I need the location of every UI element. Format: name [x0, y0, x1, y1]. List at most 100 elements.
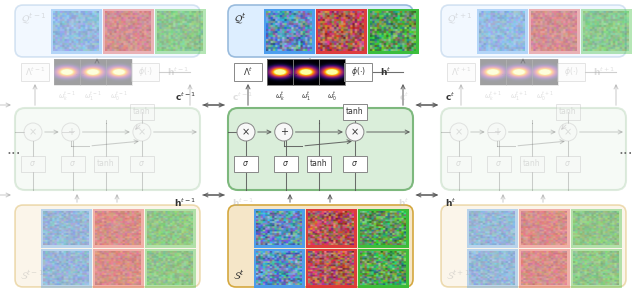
- Text: ...: ...: [619, 142, 634, 157]
- FancyBboxPatch shape: [441, 108, 626, 190]
- Text: $\mathcal{Q}^{t}$: $\mathcal{Q}^{t}$: [234, 11, 247, 26]
- Text: +: +: [280, 127, 288, 137]
- Text: $\omega_{1}^{t+1}$: $\omega_{1}^{t+1}$: [510, 89, 528, 102]
- Text: $\omega_{k}^{t-1}$: $\omega_{k}^{t-1}$: [58, 89, 76, 102]
- Text: $\mathbf{h}^{t-1}$: $\mathbf{h}^{t-1}$: [232, 197, 254, 209]
- Text: $\mathcal{S}^{t-1}$: $\mathcal{S}^{t-1}$: [20, 268, 44, 282]
- FancyBboxPatch shape: [487, 156, 511, 172]
- Text: $\sigma$: $\sigma$: [351, 159, 358, 168]
- FancyBboxPatch shape: [15, 108, 200, 190]
- FancyBboxPatch shape: [93, 208, 143, 248]
- FancyBboxPatch shape: [40, 248, 92, 288]
- FancyBboxPatch shape: [447, 63, 475, 81]
- Text: $\mathcal{S}^{t}$: $\mathcal{S}^{t}$: [233, 268, 244, 282]
- FancyBboxPatch shape: [556, 104, 580, 120]
- Circle shape: [275, 123, 292, 141]
- FancyBboxPatch shape: [367, 8, 419, 53]
- Text: $\mathcal{Q}^{t-1}$: $\mathcal{Q}^{t-1}$: [21, 11, 47, 26]
- Text: +: +: [67, 127, 75, 137]
- Text: $\mathbf{h}^{t}$: $\mathbf{h}^{t}$: [445, 197, 456, 209]
- Text: $\mathbf{h}^{t+1}$: $\mathbf{h}^{t+1}$: [593, 66, 615, 78]
- FancyBboxPatch shape: [447, 156, 471, 172]
- FancyBboxPatch shape: [274, 156, 298, 172]
- Text: +: +: [493, 127, 500, 137]
- FancyBboxPatch shape: [61, 156, 85, 172]
- Text: $\mathbf{h}^{t-1}$: $\mathbf{h}^{t-1}$: [174, 197, 196, 209]
- Text: $\omega_{0}^{t}$: $\omega_{0}^{t}$: [327, 89, 337, 102]
- FancyBboxPatch shape: [344, 63, 372, 81]
- Text: $\sigma$: $\sigma$: [243, 159, 250, 168]
- FancyBboxPatch shape: [358, 208, 408, 248]
- Circle shape: [237, 123, 255, 141]
- FancyBboxPatch shape: [529, 8, 579, 53]
- Text: ...: ...: [287, 67, 298, 77]
- FancyBboxPatch shape: [305, 208, 356, 248]
- FancyBboxPatch shape: [467, 208, 518, 248]
- FancyBboxPatch shape: [264, 8, 314, 53]
- FancyBboxPatch shape: [358, 248, 408, 288]
- FancyBboxPatch shape: [557, 63, 585, 81]
- Circle shape: [450, 123, 468, 141]
- Text: $\mathcal{S}^{t+1}$: $\mathcal{S}^{t+1}$: [446, 268, 470, 282]
- FancyBboxPatch shape: [15, 5, 200, 57]
- Text: $\sigma$: $\sigma$: [29, 159, 36, 168]
- FancyBboxPatch shape: [130, 104, 154, 120]
- Text: $\sigma$: $\sigma$: [282, 159, 289, 168]
- FancyBboxPatch shape: [253, 248, 305, 288]
- Text: $\sigma$: $\sigma$: [138, 159, 145, 168]
- Circle shape: [346, 123, 364, 141]
- FancyBboxPatch shape: [316, 8, 367, 53]
- Text: $\omega_{0}^{t-1}$: $\omega_{0}^{t-1}$: [110, 89, 128, 102]
- FancyBboxPatch shape: [441, 5, 626, 57]
- Circle shape: [488, 123, 506, 141]
- FancyBboxPatch shape: [570, 248, 621, 288]
- Text: $\mathcal{Q}^{t+1}$: $\mathcal{Q}^{t+1}$: [447, 11, 472, 26]
- Text: tanh: tanh: [97, 159, 115, 168]
- FancyBboxPatch shape: [520, 156, 543, 172]
- FancyBboxPatch shape: [131, 63, 159, 81]
- FancyBboxPatch shape: [154, 8, 205, 53]
- Text: ...: ...: [500, 67, 511, 77]
- Text: $\mathbf{h}^{t}$: $\mathbf{h}^{t}$: [398, 197, 409, 209]
- Text: ×: ×: [138, 127, 146, 137]
- FancyBboxPatch shape: [21, 156, 45, 172]
- Text: $\Lambda^{t}$: $\Lambda^{t}$: [243, 66, 253, 78]
- FancyBboxPatch shape: [343, 156, 367, 172]
- Text: ×: ×: [242, 127, 250, 137]
- Circle shape: [61, 123, 80, 141]
- FancyBboxPatch shape: [518, 208, 570, 248]
- Text: ×: ×: [564, 127, 572, 137]
- Circle shape: [559, 123, 577, 141]
- FancyBboxPatch shape: [15, 205, 200, 287]
- Text: $\sigma$: $\sigma$: [456, 159, 463, 168]
- FancyBboxPatch shape: [234, 63, 262, 81]
- FancyBboxPatch shape: [234, 156, 258, 172]
- Text: tanh: tanh: [310, 159, 328, 168]
- Text: ...: ...: [6, 142, 21, 157]
- Text: $\mathbf{c}^{t-1}$: $\mathbf{c}^{t-1}$: [175, 91, 196, 103]
- Text: $\omega_{k}^{t}$: $\omega_{k}^{t}$: [275, 89, 285, 102]
- FancyBboxPatch shape: [228, 205, 413, 287]
- FancyBboxPatch shape: [570, 208, 621, 248]
- Text: $\omega_{1}^{t}$: $\omega_{1}^{t}$: [301, 89, 311, 102]
- FancyBboxPatch shape: [477, 8, 527, 53]
- Text: $\sigma$: $\sigma$: [69, 159, 76, 168]
- Text: $\sigma$: $\sigma$: [495, 159, 502, 168]
- Text: ×: ×: [29, 127, 37, 137]
- Text: $\phi(\cdot)$: $\phi(\cdot)$: [138, 65, 152, 79]
- FancyBboxPatch shape: [467, 248, 518, 288]
- Text: ...: ...: [75, 67, 85, 77]
- Text: tanh: tanh: [133, 107, 150, 117]
- FancyBboxPatch shape: [145, 248, 195, 288]
- FancyBboxPatch shape: [343, 104, 367, 120]
- Text: $\omega_{1}^{t-1}$: $\omega_{1}^{t-1}$: [84, 89, 102, 102]
- Text: $\mathbf{c}^{t}$: $\mathbf{c}^{t}$: [445, 91, 455, 103]
- FancyBboxPatch shape: [441, 205, 626, 287]
- FancyBboxPatch shape: [130, 156, 154, 172]
- Text: tanh: tanh: [559, 107, 577, 117]
- FancyBboxPatch shape: [21, 63, 49, 81]
- FancyBboxPatch shape: [102, 8, 154, 53]
- Circle shape: [24, 123, 42, 141]
- FancyBboxPatch shape: [580, 8, 632, 53]
- Text: $\mathbf{c}^{t-1}$: $\mathbf{c}^{t-1}$: [232, 91, 253, 103]
